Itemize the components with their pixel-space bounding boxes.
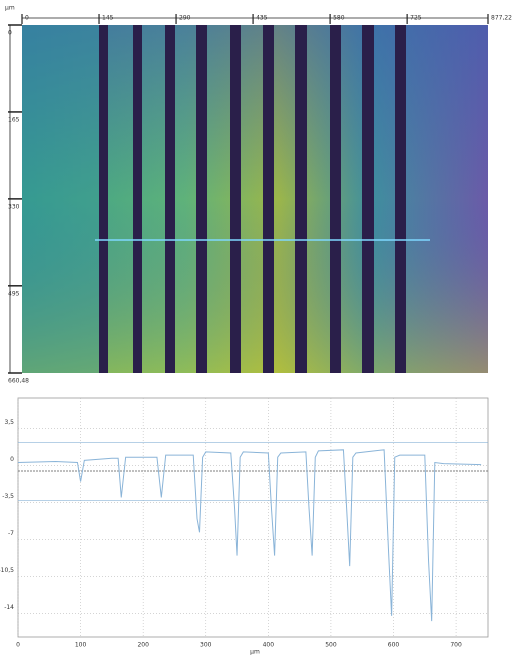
x-tick-label: 100 — [75, 642, 87, 649]
x-tick-label: 700 — [450, 642, 462, 649]
image-unit: µm — [5, 5, 15, 12]
x-tick-label: 0 — [16, 642, 20, 649]
image-x-tick-label: 877,22 — [491, 15, 512, 22]
height-map — [22, 25, 488, 373]
image-x-tick-label: 725 — [410, 15, 422, 22]
y-tick-label: -10,5 — [0, 567, 14, 574]
x-tick-label: 400 — [263, 642, 275, 649]
x-tick-label: 300 — [200, 642, 212, 649]
x-tick-label: 200 — [137, 642, 149, 649]
y-tick-label: -7 — [8, 530, 14, 537]
image-y-tick-label: 0 — [8, 30, 12, 37]
plot-frame — [17, 397, 489, 638]
x-tick-label: 500 — [325, 642, 337, 649]
image-x-tick-label: 435 — [256, 15, 268, 22]
image-x-tick-label: 0 — [25, 15, 29, 22]
image-y-tick-label: 165 — [8, 116, 20, 123]
y-tick-label: 3,5 — [4, 419, 14, 426]
image-y-tick-label: 495 — [8, 290, 20, 297]
image-y-tick-label: 660,48 — [8, 378, 29, 385]
y-tick-label: 0 — [10, 456, 14, 463]
y-tick-label: -3,5 — [2, 493, 14, 500]
image-x-tick-label: 145 — [102, 15, 114, 22]
y-tick-label: -14 — [4, 604, 14, 611]
profile-line — [17, 449, 482, 622]
image-y-tick-label: 330 — [8, 203, 20, 210]
x-axis-label: µm — [250, 649, 260, 656]
image-x-tick-label: 580 — [333, 15, 345, 22]
image-x-tick-label: 290 — [179, 15, 191, 22]
x-tick-label: 600 — [388, 642, 400, 649]
